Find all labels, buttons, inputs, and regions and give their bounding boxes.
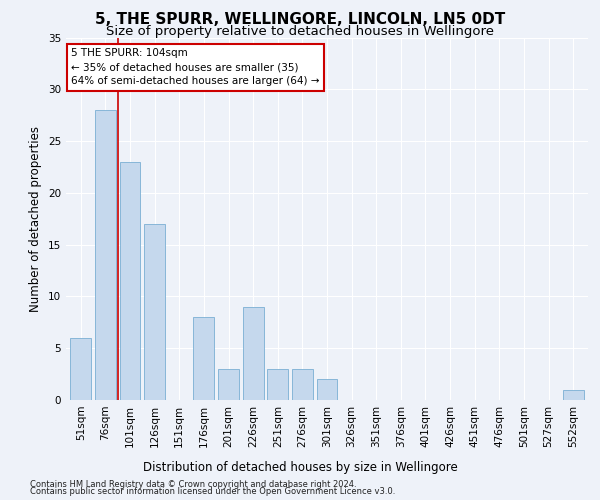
Text: Contains HM Land Registry data © Crown copyright and database right 2024.: Contains HM Land Registry data © Crown c…	[30, 480, 356, 489]
Bar	[144, 224, 165, 400]
Bar	[218, 369, 239, 400]
Text: Contains public sector information licensed under the Open Government Licence v3: Contains public sector information licen…	[30, 487, 395, 496]
Text: Size of property relative to detached houses in Wellingore: Size of property relative to detached ho…	[106, 25, 494, 38]
Text: 5 THE SPURR: 104sqm
← 35% of detached houses are smaller (35)
64% of semi-detach: 5 THE SPURR: 104sqm ← 35% of detached ho…	[71, 48, 320, 86]
Bar	[193, 317, 214, 400]
Text: 5, THE SPURR, WELLINGORE, LINCOLN, LN5 0DT: 5, THE SPURR, WELLINGORE, LINCOLN, LN5 0…	[95, 12, 505, 28]
Bar	[563, 390, 584, 400]
Bar	[292, 369, 313, 400]
Bar	[242, 307, 263, 400]
Text: Distribution of detached houses by size in Wellingore: Distribution of detached houses by size …	[143, 461, 457, 474]
Y-axis label: Number of detached properties: Number of detached properties	[29, 126, 43, 312]
Bar	[267, 369, 288, 400]
Bar	[119, 162, 140, 400]
Bar	[70, 338, 91, 400]
Bar	[317, 380, 337, 400]
Bar	[95, 110, 116, 400]
